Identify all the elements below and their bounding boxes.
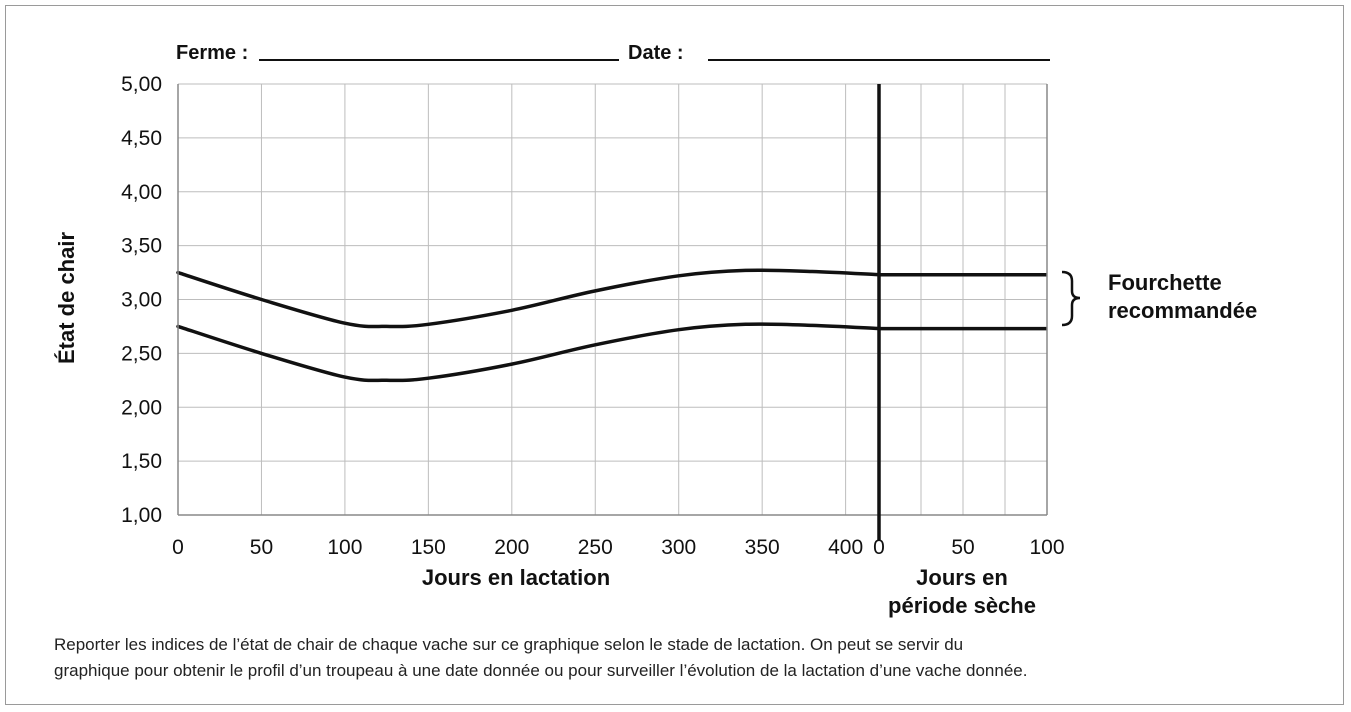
x-axis-title-dry-line1: Jours en — [916, 565, 1008, 590]
series-upper-lactation — [176, 268, 881, 329]
farm-input-line[interactable] — [259, 59, 619, 61]
date-input-line[interactable] — [708, 59, 1050, 61]
caption-line-1: Reporter les indices de l’état de chair … — [54, 635, 964, 654]
y-tick-label: 4,50 — [121, 127, 162, 150]
y-tick-label: 1,00 — [121, 504, 162, 527]
x-tick-label-lactation: 200 — [494, 536, 529, 559]
legend-label-line2: recommandée — [1108, 298, 1257, 323]
y-tick-label: 5,00 — [121, 73, 162, 96]
x-tick-label-dry: 0 — [873, 536, 885, 559]
x-tick-label-lactation: 0 — [172, 536, 184, 559]
tick-labels: 1,00 1,50 2,00 2,50 3,00 3,50 4,00 4,50 5,00 0 50 1… — [121, 73, 1064, 559]
legend-label-line1: Fourchette — [1108, 270, 1222, 295]
y-tick-label: 2,00 — [121, 396, 162, 419]
y-axis-title: État de chair — [54, 232, 79, 364]
x-tick-label-lactation: 150 — [411, 536, 446, 559]
x-tick-label-dry: 50 — [951, 536, 974, 559]
y-tick-label: 4,00 — [121, 181, 162, 204]
x-tick-label-lactation: 50 — [250, 536, 273, 559]
x-tick-label-lactation: 100 — [327, 536, 362, 559]
series-lower-lactation — [176, 322, 881, 383]
x-tick-label-lactation: 350 — [745, 536, 780, 559]
legend-bracket — [1061, 270, 1081, 327]
x-tick-label-lactation: 400 — [828, 536, 863, 559]
grid — [177, 83, 1048, 516]
y-tick-label: 3,00 — [121, 289, 162, 312]
series-layer — [176, 268, 1047, 383]
axes — [177, 84, 1048, 541]
x-tick-label-dry: 100 — [1029, 536, 1064, 559]
x-axis-title-dry-line2: période sèche — [888, 593, 1036, 618]
date-label: Date : — [628, 42, 684, 64]
y-tick-label: 1,50 — [121, 450, 162, 473]
figure-frame — [5, 5, 1344, 705]
x-axis-title-lactation: Jours en lactation — [422, 565, 610, 590]
y-tick-label: 3,50 — [121, 235, 162, 258]
farm-label: Ferme : — [176, 42, 249, 64]
figure-caption: Reporter les indices de l’état de chair … — [54, 632, 1314, 684]
x-tick-label-lactation: 300 — [661, 536, 696, 559]
caption-line-2: graphique pour obtenir le profil d’un tr… — [54, 661, 1028, 680]
x-tick-label-lactation: 250 — [578, 536, 613, 559]
y-tick-label: 2,50 — [121, 342, 162, 365]
